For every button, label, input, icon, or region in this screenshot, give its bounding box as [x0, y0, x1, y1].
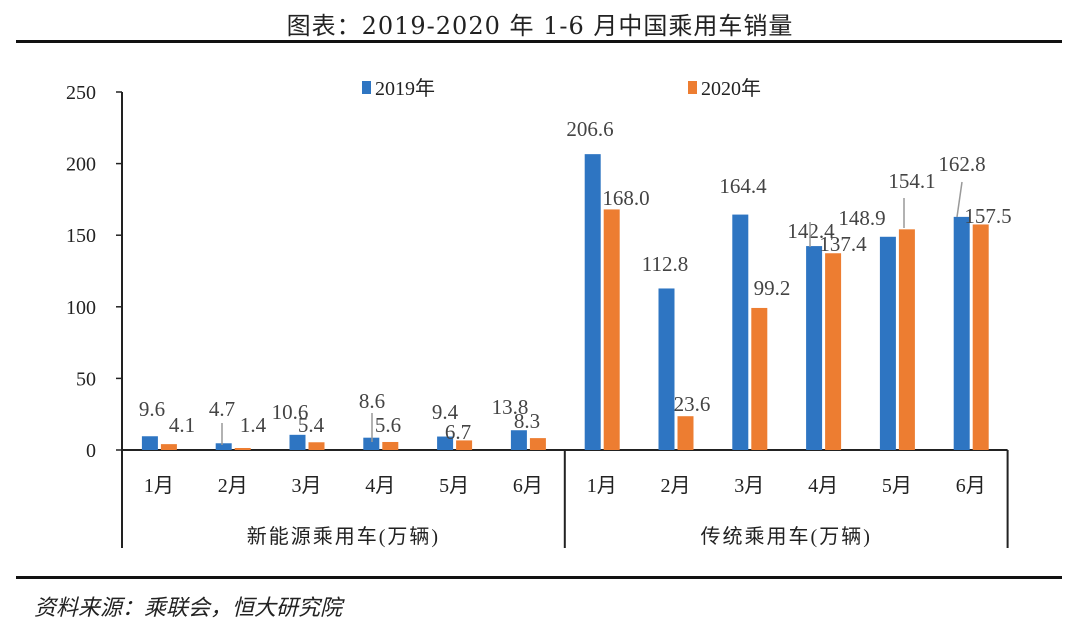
data-label: 10.6: [272, 400, 309, 424]
bottom-rule: [16, 576, 1062, 579]
data-label: 154.1: [888, 169, 935, 193]
bar-2020年-12: [972, 224, 989, 450]
data-label: 5.4: [298, 413, 325, 437]
data-label: 112.8: [642, 252, 688, 276]
leader-line: [956, 181, 963, 218]
bar-2020年-10: [825, 253, 842, 450]
bar-2019年-12: [953, 216, 970, 450]
source-note: 资料来源：乘联会，恒大研究院: [34, 596, 343, 621]
x-tick-label: 6月: [513, 475, 543, 497]
data-label: 168.0: [602, 186, 649, 210]
data-label: 23.6: [674, 392, 711, 416]
x-tick-label: 6月: [956, 475, 986, 497]
y-tick-label: 0: [86, 440, 96, 462]
y-tick-label: 150: [66, 225, 96, 247]
group-label: 传统乘用车(万辆): [701, 525, 872, 548]
data-label: 164.4: [719, 174, 767, 198]
data-label: 13.8: [492, 395, 529, 419]
x-tick-label: 2月: [218, 475, 248, 497]
data-label: 4.1: [169, 413, 195, 437]
data-label: 137.4: [819, 232, 867, 256]
data-label: 8.3: [514, 409, 540, 433]
data-label: 162.8: [938, 152, 985, 176]
bar-2020年-11: [898, 229, 915, 450]
bar-2020年-3: [308, 442, 325, 450]
data-label: 4.7: [209, 397, 235, 421]
x-tick-label: 3月: [734, 475, 764, 497]
bar-2020年-9: [751, 307, 768, 450]
bar-2019年-5: [437, 436, 454, 450]
data-label: 148.9: [838, 206, 885, 230]
x-tick-label: 3月: [292, 475, 322, 497]
x-tick-label: 2月: [661, 475, 691, 497]
bar-2020年-1: [160, 444, 177, 450]
bar-2020年-7: [603, 209, 620, 450]
x-tick-label: 1月: [587, 475, 617, 497]
data-label: 5.6: [375, 413, 401, 437]
data-label: 142.4: [787, 219, 835, 243]
bar-2020年-5: [456, 440, 473, 450]
bar-2019年-10: [806, 246, 823, 450]
y-tick-label: 250: [66, 82, 96, 104]
data-label: 1.4: [240, 413, 267, 437]
chart-title: 图表：2019-2020 年 1-6 月中国乘用车销量: [286, 12, 794, 40]
bar-2020年-2: [234, 447, 251, 450]
top-rule: [16, 40, 1062, 43]
bar-2020年-4: [382, 441, 399, 450]
y-tick-label: 50: [76, 368, 96, 390]
group-label: 新能源乘用车(万辆): [247, 525, 440, 548]
data-label: 157.5: [964, 204, 1011, 228]
bar-2019年-6: [510, 430, 527, 450]
bar-2020年-8: [677, 416, 694, 450]
x-tick-label: 4月: [808, 475, 838, 497]
data-label: 99.2: [754, 276, 791, 300]
data-label: 6.7: [445, 420, 471, 444]
bar-2019年-1: [141, 436, 158, 450]
x-tick-label: 5月: [882, 475, 912, 497]
data-label: 206.6: [566, 117, 613, 141]
x-tick-label: 1月: [144, 475, 174, 497]
legend-label: 2020年: [701, 77, 761, 100]
data-label: 8.6: [359, 389, 385, 413]
bar-2019年-11: [879, 236, 896, 450]
y-tick-label: 200: [66, 154, 96, 176]
data-label: 9.4: [432, 400, 459, 424]
x-tick-label: 5月: [439, 475, 469, 497]
y-tick-label: 100: [66, 297, 96, 319]
bar-2019年-9: [732, 214, 749, 450]
bar-2019年-2: [215, 443, 232, 450]
legend-swatch-2020年: [688, 81, 697, 94]
bar-2019年-7: [584, 154, 601, 450]
bar-2020年-6: [529, 438, 546, 450]
bar-2019年-3: [289, 434, 306, 450]
x-tick-label: 4月: [365, 475, 395, 497]
bar-2019年-4: [363, 437, 380, 450]
legend-swatch-2019年: [362, 81, 371, 94]
legend-label: 2019年: [375, 77, 435, 100]
data-label: 9.6: [139, 397, 165, 421]
bar-2019年-8: [658, 288, 675, 450]
